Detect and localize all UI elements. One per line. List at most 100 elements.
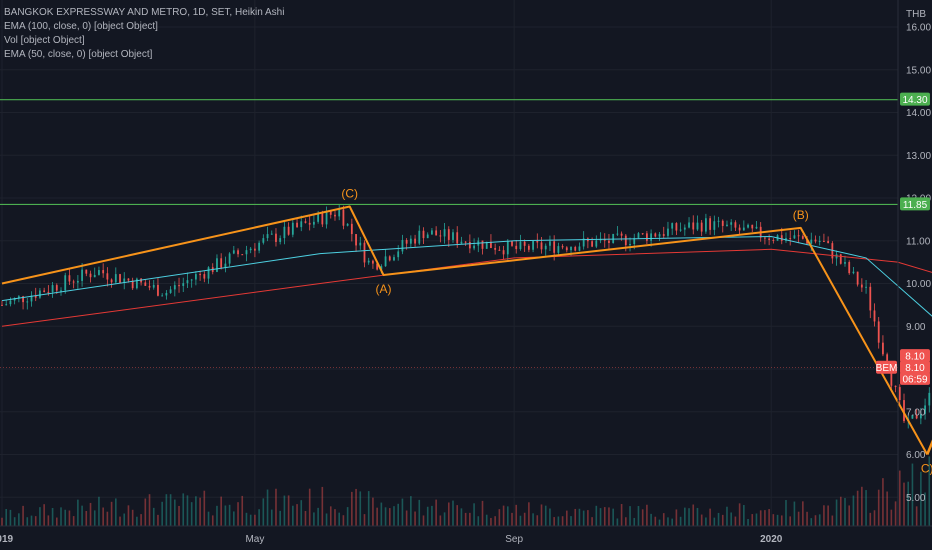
volume-bar bbox=[397, 503, 400, 526]
candle-body bbox=[1, 304, 3, 306]
volume-bar bbox=[620, 504, 623, 526]
volume-bar bbox=[275, 488, 277, 526]
candle-body bbox=[346, 223, 349, 226]
volume-bar bbox=[270, 509, 273, 526]
candle-body bbox=[738, 227, 741, 231]
candle-body bbox=[270, 233, 273, 235]
candle-body bbox=[106, 273, 109, 280]
volume-bar bbox=[582, 510, 585, 526]
candle-body bbox=[679, 229, 682, 231]
volume-bar bbox=[77, 499, 79, 526]
candle-body bbox=[76, 280, 79, 283]
volume-bar bbox=[911, 463, 914, 526]
volume-bar bbox=[641, 509, 644, 526]
volume-bar bbox=[743, 505, 745, 526]
candle-body bbox=[30, 295, 33, 302]
candle-body bbox=[123, 278, 126, 283]
volume-bar bbox=[734, 516, 737, 526]
candle-body bbox=[481, 240, 484, 249]
volume-bar bbox=[490, 517, 492, 526]
volume-bar bbox=[915, 506, 918, 526]
wave-drawings[interactable] bbox=[1, 87, 932, 463]
candle-body bbox=[110, 279, 113, 283]
x-tick-label: Sep bbox=[505, 534, 523, 545]
candle-body bbox=[338, 209, 341, 217]
candle-body bbox=[9, 300, 12, 305]
volume-bar bbox=[115, 498, 117, 526]
volume-bar bbox=[292, 505, 294, 526]
candle-body bbox=[667, 228, 669, 236]
price-tag-label: 06:59 bbox=[902, 374, 927, 385]
volume-bar bbox=[329, 506, 332, 526]
volume-bar bbox=[595, 505, 598, 526]
candle-body bbox=[662, 234, 665, 236]
candle-body bbox=[882, 342, 884, 355]
candle-body bbox=[266, 234, 269, 239]
candle-body bbox=[658, 234, 661, 237]
volume-bar bbox=[304, 510, 307, 526]
volume-bar bbox=[920, 471, 922, 526]
volume-bar bbox=[894, 501, 897, 526]
candle-body bbox=[810, 239, 813, 244]
candle-body bbox=[873, 310, 876, 322]
candle-body bbox=[527, 245, 530, 250]
candle-body bbox=[342, 209, 345, 226]
volume-bar bbox=[313, 512, 315, 526]
volume-bar bbox=[844, 498, 846, 526]
candle-body bbox=[405, 240, 408, 244]
candle-body bbox=[616, 233, 619, 235]
volume-bar bbox=[726, 506, 728, 526]
chart-legend: BANGKOK EXPRESSWAY AND METRO, 1D, SET, H… bbox=[4, 6, 284, 62]
volume-bar bbox=[603, 507, 606, 526]
volume-bar bbox=[587, 510, 589, 526]
volume-bar bbox=[64, 509, 67, 526]
legend-title[interactable]: BANGKOK EXPRESSWAY AND METRO, 1D, SET, H… bbox=[4, 7, 285, 18]
volume-bar bbox=[637, 506, 640, 526]
candle-body bbox=[388, 256, 391, 261]
volume-bar bbox=[831, 515, 834, 526]
volume-bar bbox=[51, 507, 54, 526]
candle-body bbox=[852, 271, 855, 274]
volume-bar bbox=[553, 517, 555, 526]
horizontal-levels[interactable] bbox=[0, 99, 898, 369]
legend-ema-100[interactable]: EMA (100, close, 0) [object Object] bbox=[4, 21, 158, 32]
candle-body bbox=[818, 240, 821, 242]
volume-bar bbox=[671, 518, 673, 526]
volume-bar bbox=[679, 516, 682, 526]
candle-body bbox=[165, 292, 168, 296]
candle-body bbox=[249, 248, 252, 251]
volume-bar bbox=[898, 470, 901, 526]
time-axis[interactable]: 2019MaySep2020MaySep2021MaySep2022MaySep… bbox=[0, 534, 932, 545]
candle-body bbox=[713, 221, 716, 230]
x-tick-label: 2019 bbox=[0, 534, 14, 545]
candle-body bbox=[321, 213, 324, 225]
candle-body bbox=[317, 213, 320, 222]
volume-bar bbox=[890, 509, 893, 526]
legend-ema-50[interactable]: EMA (50, close, 0) [object Object] bbox=[4, 49, 153, 60]
candle-body bbox=[39, 290, 41, 298]
legend-volume[interactable]: Vol [object Object] bbox=[4, 35, 85, 46]
volume-bar bbox=[182, 493, 185, 526]
candle-body bbox=[823, 240, 825, 242]
candle-body bbox=[793, 235, 796, 239]
volume-bar bbox=[705, 517, 707, 526]
candle-body bbox=[283, 226, 286, 239]
volume-bar bbox=[498, 509, 501, 526]
candle-body bbox=[700, 222, 703, 232]
volume-bar bbox=[148, 494, 151, 526]
volume-bar bbox=[776, 514, 779, 526]
volume-bar bbox=[89, 502, 92, 526]
volume-bar bbox=[907, 481, 910, 526]
candle-body bbox=[894, 385, 897, 388]
volume-bar bbox=[296, 504, 298, 526]
volume-bars bbox=[1, 456, 931, 526]
volume-bar bbox=[502, 505, 505, 526]
candle-body bbox=[721, 220, 724, 226]
volume-bar bbox=[540, 504, 543, 526]
candle-body bbox=[296, 222, 298, 228]
candle-body bbox=[468, 241, 471, 249]
volume-bar bbox=[494, 516, 496, 526]
volume-bar bbox=[793, 501, 796, 526]
candle-body bbox=[519, 241, 522, 250]
